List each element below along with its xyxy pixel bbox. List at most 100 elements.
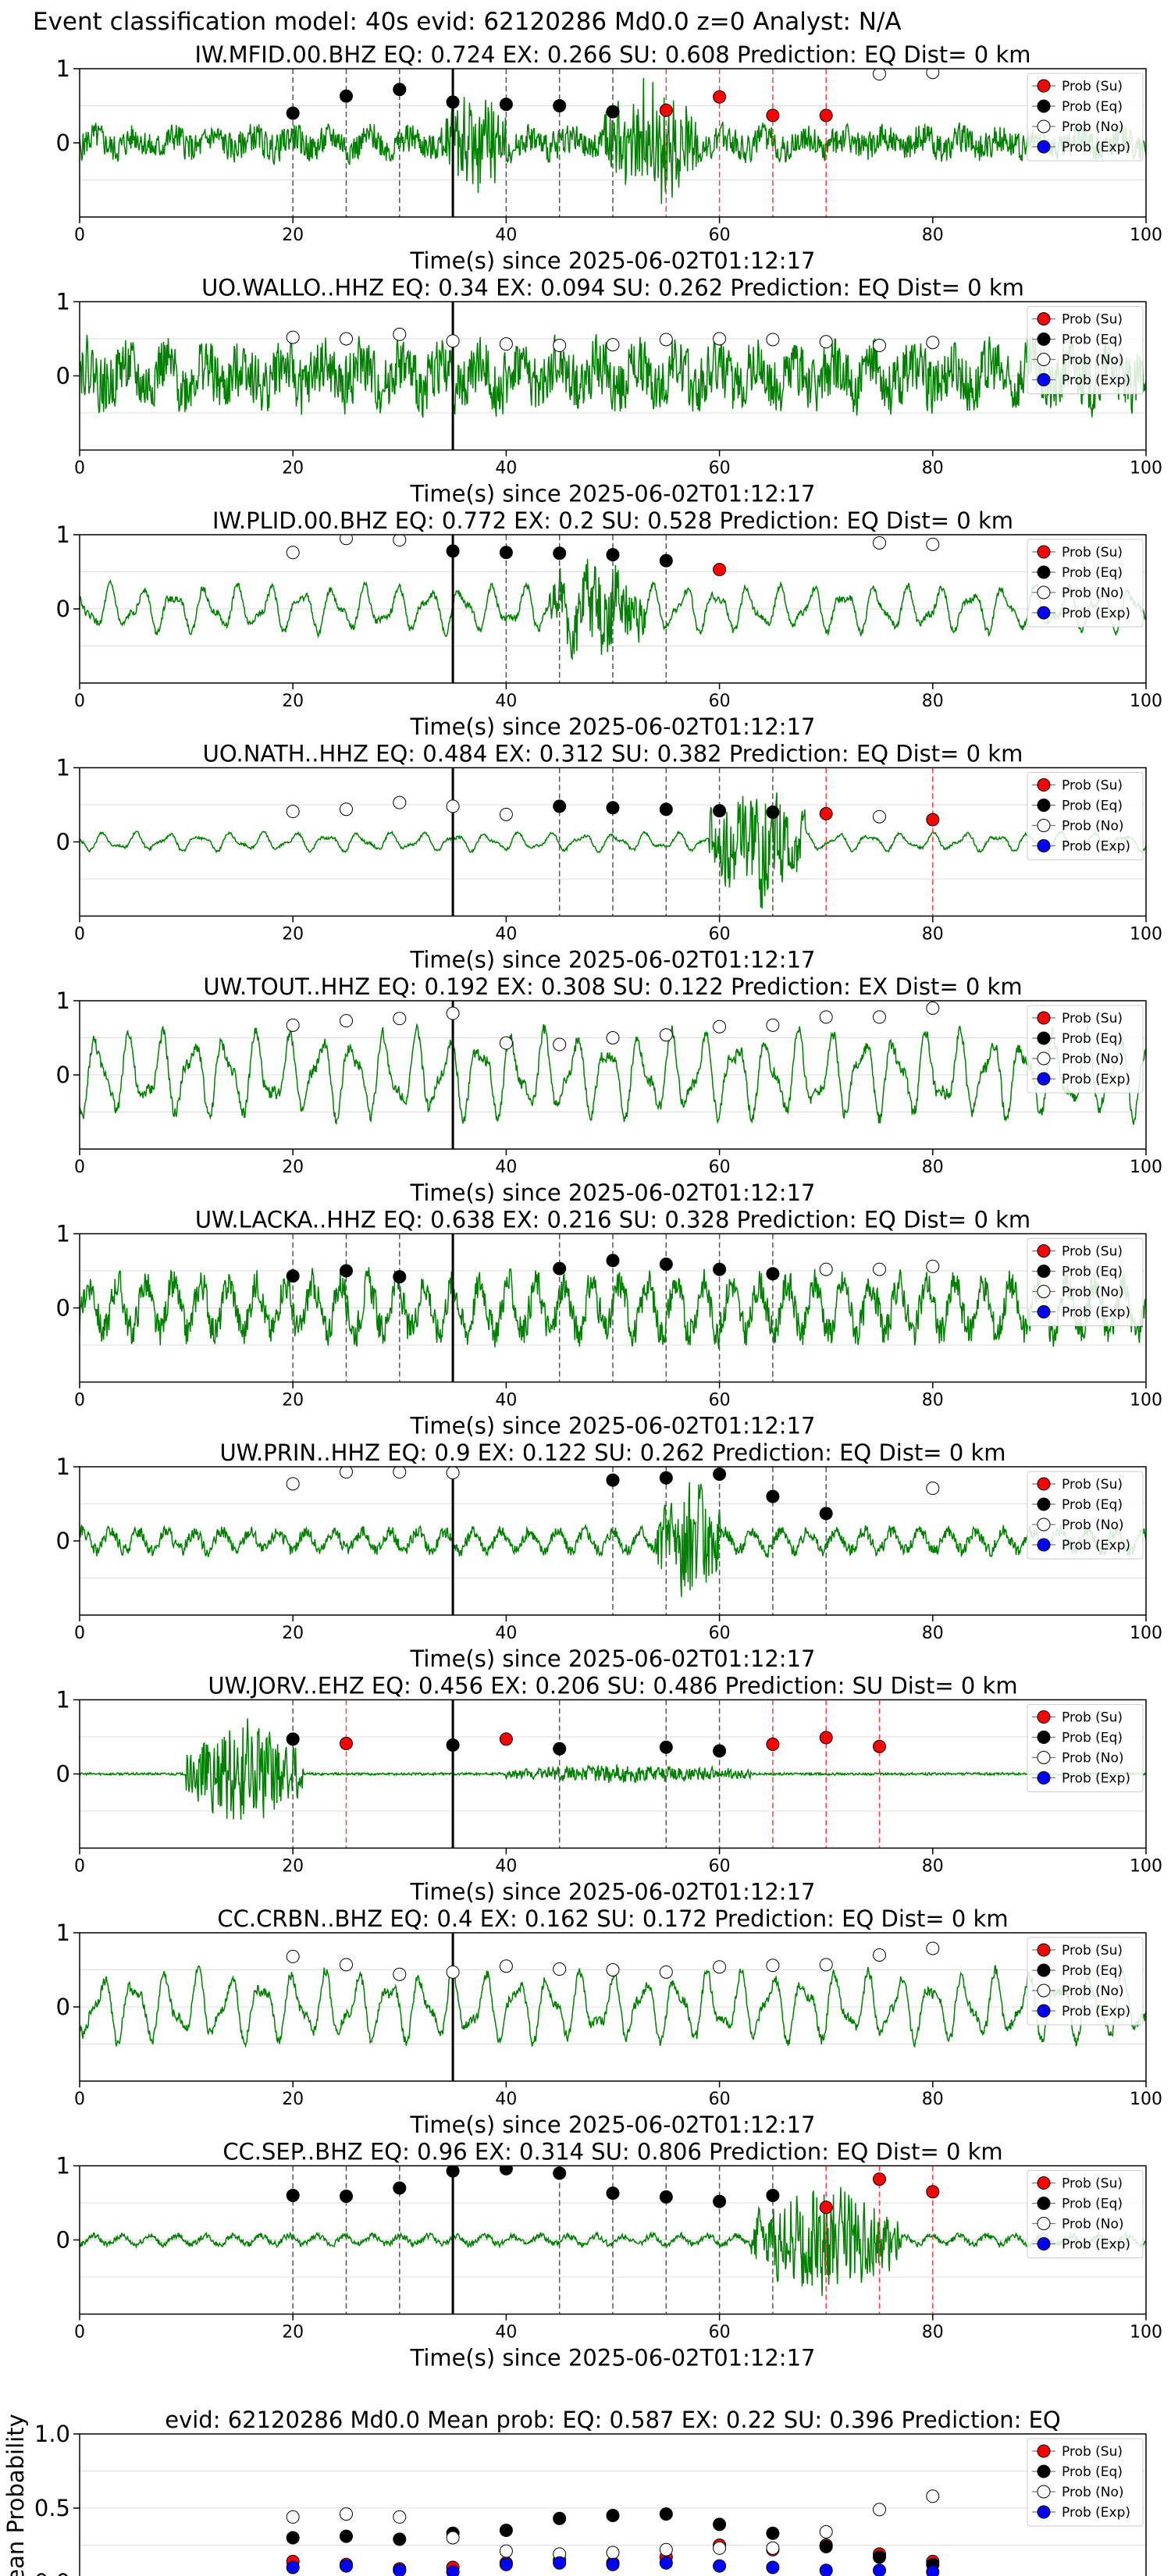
x-tick-label: 80 (922, 2323, 944, 2343)
legend-label-su: Prob (Su) (1062, 778, 1123, 794)
legend-marker-su (1037, 2444, 1051, 2458)
prob-point-no (553, 339, 567, 353)
prob-point-eq (553, 2166, 567, 2180)
prob-point-no (606, 1963, 620, 1976)
x-tick-label: 0 (74, 1857, 85, 1877)
x-tick-label: 0 (74, 1391, 85, 1411)
x-tick-label: 80 (922, 1391, 944, 1411)
x-tick-label: 0 (74, 1624, 85, 1643)
panel-title: CC.CRBN..BHZ EQ: 0.4 EX: 0.162 SU: 0.172… (217, 1905, 1008, 1932)
prob-point-su (499, 1732, 513, 1746)
y-tick-label: 1 (56, 55, 70, 82)
legend-box (1027, 772, 1144, 860)
prob-point-eq (446, 544, 460, 558)
mean-prob-point-exp (819, 2564, 833, 2576)
prob-point-su (819, 1731, 833, 1745)
x-tick-label: 60 (709, 1857, 731, 1877)
mean-prob-point-no (659, 2542, 673, 2556)
legend-marker-no (1037, 1285, 1051, 1298)
legend-marker-exp (1037, 2237, 1051, 2250)
prob-point-no (446, 1965, 460, 1979)
plot-area (80, 1699, 1146, 1848)
x-axis-label: Time(s) since 2025-06-02T01:12:17 (410, 247, 816, 274)
x-tick-label: 0 (74, 226, 85, 245)
legend-2: Prob (Su) Prob (Eq) Prob (No) Prob (Exp) (1027, 539, 1144, 628)
x-tick-label: 80 (922, 459, 944, 479)
legend-marker-su (1037, 312, 1051, 326)
prob-point-eq (446, 2165, 460, 2178)
x-tick-label: 40 (495, 459, 517, 479)
legend-label-exp: Prob (Exp) (1062, 2237, 1130, 2253)
mean-prob-point-no (873, 2503, 886, 2517)
y-tick-label: 0 (56, 1994, 70, 2020)
prob-point-su (340, 1737, 353, 1751)
legend-marker-eq (1037, 1497, 1051, 1511)
legend-label-exp: Prob (Exp) (1062, 1771, 1130, 1787)
plot-area (80, 69, 1146, 217)
prob-point-eq (286, 1732, 300, 1746)
legend-label-su: Prob (Su) (1062, 545, 1123, 560)
mean-prob-point-exp (286, 2560, 300, 2574)
legend-marker-no (1037, 119, 1051, 133)
x-tick-label: 20 (282, 692, 304, 711)
prob-point-eq (713, 1744, 727, 1758)
legend-marker-exp (1037, 1771, 1051, 1784)
prob-point-eq (286, 106, 300, 120)
prob-point-no (499, 1959, 513, 1973)
y-tick-label: 1 (56, 521, 70, 548)
prob-point-no (553, 1962, 567, 1976)
legend-marker-su (1037, 79, 1051, 93)
prob-point-eq (766, 2189, 780, 2202)
mean-prob-point-no (606, 2546, 620, 2560)
x-tick-label: 40 (495, 1391, 517, 1411)
legend-label-su: Prob (Su) (1062, 1943, 1123, 1959)
legend-box (1027, 1471, 1144, 1560)
legend-marker-exp (1037, 1072, 1051, 1086)
legend-marker-exp (1037, 140, 1051, 154)
legend-label-eq: Prob (Eq) (1062, 799, 1123, 814)
mean-prob-point-eq (340, 2529, 353, 2543)
y-tick-label: 0 (56, 1528, 70, 1554)
x-tick-label: 60 (709, 226, 731, 245)
prob-point-eq (606, 2186, 620, 2201)
legend-marker-su (1037, 2176, 1051, 2190)
prob-point-eq (340, 1264, 353, 1278)
prob-point-eq (286, 1269, 300, 1283)
legend-marker-su (1037, 1244, 1051, 1258)
x-tick-label: 100 (1130, 226, 1162, 245)
legend-label-su: Prob (Su) (1062, 2176, 1123, 2192)
legend-marker-eq (1037, 565, 1051, 579)
x-tick-label: 60 (709, 1391, 731, 1411)
legend-9: Prob (Su) Prob (Eq) Prob (No) Prob (Exp) (1027, 2170, 1144, 2258)
prob-point-su (926, 2185, 940, 2199)
prob-point-no (873, 69, 886, 81)
y-tick-label: 0 (56, 1761, 70, 1788)
y-tick-label: 0 (56, 1295, 70, 1322)
legend-label-eq: Prob (Eq) (1062, 1031, 1123, 1047)
legend-marker-no (1037, 1517, 1051, 1532)
prob-point-eq (659, 1740, 673, 1754)
prob-point-no (286, 1477, 300, 1491)
legend-marker-exp (1037, 2505, 1051, 2519)
prob-point-eq (766, 1489, 780, 1503)
x-tick-label: 60 (709, 925, 731, 945)
x-axis-label: Time(s) since 2025-06-02T01:12:17 (410, 1879, 816, 1905)
prob-point-no (819, 1958, 833, 1972)
legend-label-no: Prob (No) (1062, 819, 1124, 834)
mean-prob-point-exp (659, 2556, 673, 2570)
x-tick-label: 20 (282, 2090, 304, 2109)
prob-point-no (340, 1467, 353, 1479)
mean-prob-point-eq (659, 2507, 673, 2521)
legend-box (1027, 1005, 1144, 1094)
legend-label-su: Prob (Su) (1062, 1710, 1123, 1726)
x-tick-label: 80 (922, 1158, 944, 1177)
legend-marker-exp (1037, 606, 1051, 620)
legend-label-no: Prob (No) (1062, 119, 1124, 135)
prob-point-no (926, 1259, 940, 1273)
x-axis-label: Time(s) since 2025-06-02T01:12:17 (410, 2345, 816, 2371)
prob-point-su (766, 109, 780, 123)
x-tick-label: 20 (282, 1158, 304, 1177)
